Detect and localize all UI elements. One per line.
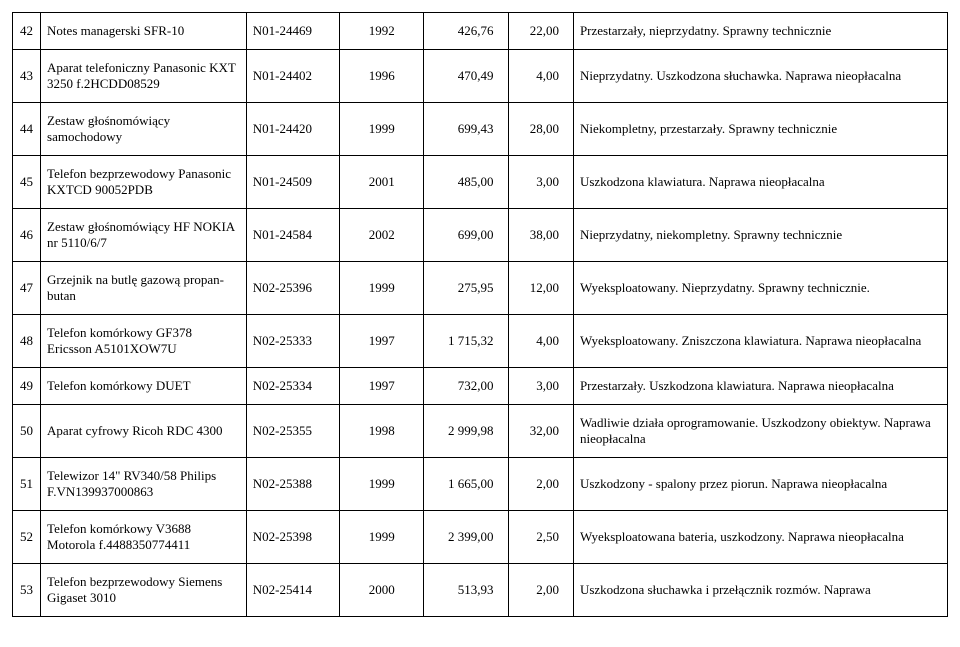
inventory-table: 42Notes managerski SFR-10N01-24469199242… [12,12,948,617]
cell-value: 513,93 [424,564,508,617]
cell-qty: 2,00 [508,564,573,617]
cell-value: 732,00 [424,368,508,405]
cell-qty: 12,00 [508,262,573,315]
cell-no: 51 [13,458,41,511]
table-row: 43Aparat telefoniczny Panasonic KXT 3250… [13,50,948,103]
cell-desc: Wyeksploatowany. Zniszczona klawiatura. … [573,315,947,368]
table-row: 50Aparat cyfrowy Ricoh RDC 4300N02-25355… [13,405,948,458]
table-row: 44Zestaw głośnomówiący samochodowyN01-24… [13,103,948,156]
cell-qty: 28,00 [508,103,573,156]
table-row: 46Zestaw głośnomówiący HF NOKIA nr 5110/… [13,209,948,262]
cell-value: 1 715,32 [424,315,508,368]
cell-desc: Przestarzały, nieprzydatny. Sprawny tech… [573,13,947,50]
cell-no: 52 [13,511,41,564]
cell-code: N02-25355 [246,405,340,458]
table-row: 42Notes managerski SFR-10N01-24469199242… [13,13,948,50]
table-row: 52Telefon komórkowy V3688 Motorola f.448… [13,511,948,564]
cell-no: 53 [13,564,41,617]
cell-desc: Wyeksploatowany. Nieprzydatny. Sprawny t… [573,262,947,315]
cell-name: Aparat cyfrowy Ricoh RDC 4300 [41,405,247,458]
cell-qty: 38,00 [508,209,573,262]
cell-value: 699,00 [424,209,508,262]
cell-year: 1999 [340,458,424,511]
cell-value: 2 999,98 [424,405,508,458]
cell-desc: Przestarzały. Uszkodzona klawiatura. Nap… [573,368,947,405]
cell-name: Notes managerski SFR-10 [41,13,247,50]
cell-name: Telefon komórkowy V3688 Motorola f.44883… [41,511,247,564]
cell-desc: Uszkodzony - spalony przez piorun. Napra… [573,458,947,511]
cell-code: N01-24402 [246,50,340,103]
cell-qty: 22,00 [508,13,573,50]
table-row: 51Telewizor 14" RV340/58 Philips F.VN139… [13,458,948,511]
cell-qty: 4,00 [508,315,573,368]
cell-qty: 2,50 [508,511,573,564]
cell-year: 1998 [340,405,424,458]
cell-code: N02-25333 [246,315,340,368]
cell-no: 47 [13,262,41,315]
cell-year: 1999 [340,103,424,156]
cell-name: Zestaw głośnomówiący HF NOKIA nr 5110/6/… [41,209,247,262]
table-row: 48Telefon komórkowy GF378 Ericsson A5101… [13,315,948,368]
cell-desc: Uszkodzona słuchawka i przełącznik rozmó… [573,564,947,617]
cell-year: 2001 [340,156,424,209]
cell-no: 44 [13,103,41,156]
cell-desc: Wyeksploatowana bateria, uszkodzony. Nap… [573,511,947,564]
cell-year: 2000 [340,564,424,617]
cell-code: N02-25414 [246,564,340,617]
cell-year: 1997 [340,315,424,368]
cell-desc: Wadliwie działa oprogramowanie. Uszkodzo… [573,405,947,458]
cell-value: 426,76 [424,13,508,50]
cell-value: 485,00 [424,156,508,209]
cell-value: 2 399,00 [424,511,508,564]
cell-year: 1996 [340,50,424,103]
cell-name: Telefon komórkowy GF378 Ericsson A5101XO… [41,315,247,368]
cell-no: 45 [13,156,41,209]
cell-qty: 2,00 [508,458,573,511]
cell-code: N01-24420 [246,103,340,156]
cell-name: Telefon bezprzewodowy Panasonic KXTCD 90… [41,156,247,209]
cell-name: Aparat telefoniczny Panasonic KXT 3250 f… [41,50,247,103]
cell-value: 699,43 [424,103,508,156]
cell-no: 43 [13,50,41,103]
cell-year: 1999 [340,511,424,564]
cell-name: Telefon bezprzewodowy Siemens Gigaset 30… [41,564,247,617]
table-row: 53Telefon bezprzewodowy Siemens Gigaset … [13,564,948,617]
cell-desc: Nieprzydatny. Uszkodzona słuchawka. Napr… [573,50,947,103]
cell-qty: 3,00 [508,156,573,209]
table-row: 49Telefon komórkowy DUETN02-253341997732… [13,368,948,405]
table-row: 47Grzejnik na butlę gazową propan-butanN… [13,262,948,315]
cell-name: Telefon komórkowy DUET [41,368,247,405]
cell-no: 42 [13,13,41,50]
cell-no: 50 [13,405,41,458]
cell-year: 2002 [340,209,424,262]
cell-desc: Niekompletny, przestarzały. Sprawny tech… [573,103,947,156]
cell-code: N02-25388 [246,458,340,511]
cell-year: 1992 [340,13,424,50]
cell-value: 1 665,00 [424,458,508,511]
cell-desc: Uszkodzona klawiatura. Naprawa nieopłaca… [573,156,947,209]
cell-name: Zestaw głośnomówiący samochodowy [41,103,247,156]
cell-code: N01-24509 [246,156,340,209]
cell-value: 470,49 [424,50,508,103]
cell-no: 49 [13,368,41,405]
table-row: 45Telefon bezprzewodowy Panasonic KXTCD … [13,156,948,209]
cell-code: N02-25334 [246,368,340,405]
cell-qty: 3,00 [508,368,573,405]
cell-code: N02-25396 [246,262,340,315]
cell-desc: Nieprzydatny, niekompletny. Sprawny tech… [573,209,947,262]
cell-qty: 32,00 [508,405,573,458]
cell-year: 1999 [340,262,424,315]
cell-qty: 4,00 [508,50,573,103]
cell-code: N01-24584 [246,209,340,262]
cell-code: N01-24469 [246,13,340,50]
cell-name: Grzejnik na butlę gazową propan-butan [41,262,247,315]
cell-no: 46 [13,209,41,262]
cell-value: 275,95 [424,262,508,315]
cell-name: Telewizor 14" RV340/58 Philips F.VN13993… [41,458,247,511]
cell-year: 1997 [340,368,424,405]
cell-no: 48 [13,315,41,368]
cell-code: N02-25398 [246,511,340,564]
